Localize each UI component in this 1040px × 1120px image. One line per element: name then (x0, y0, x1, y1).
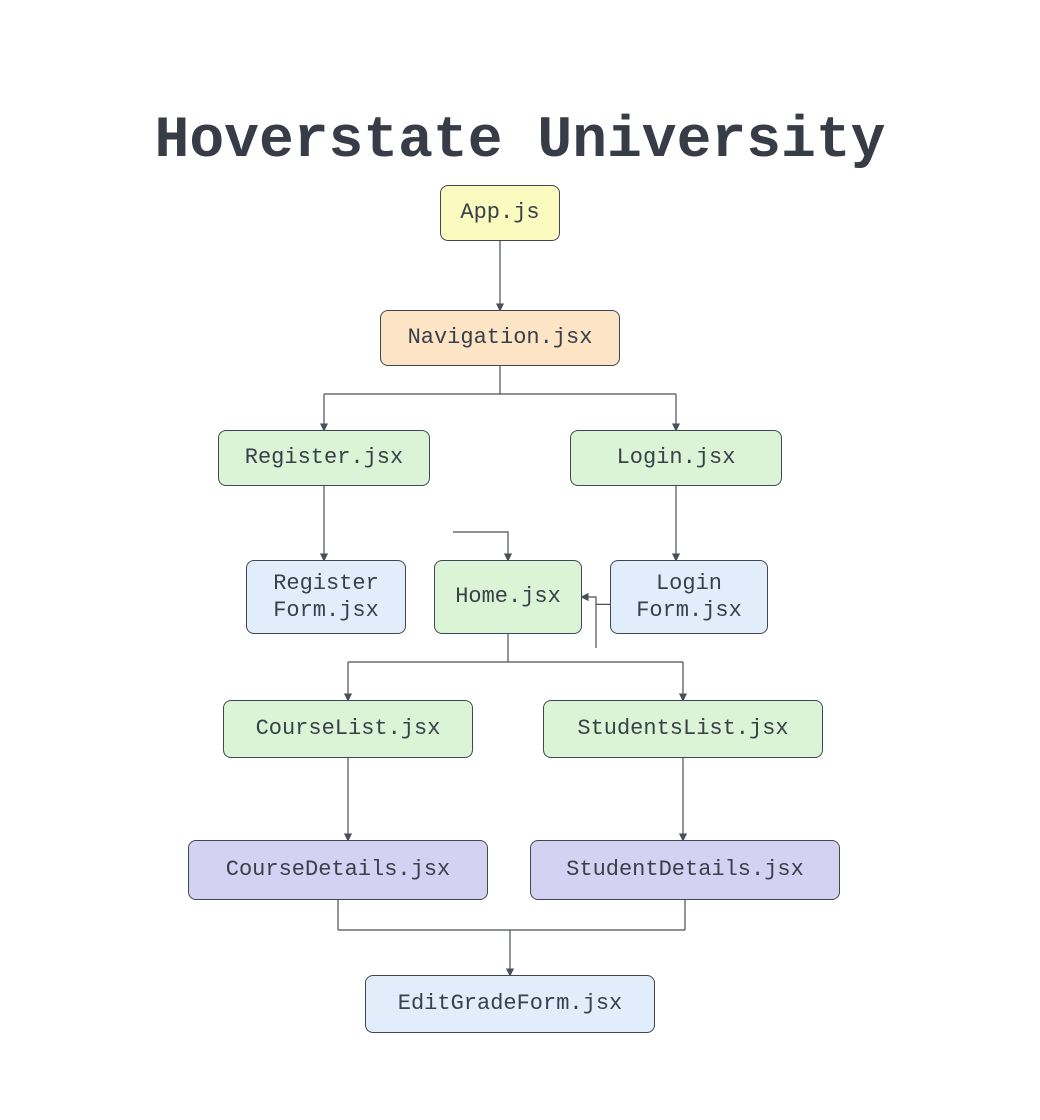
node-studentdetails: StudentDetails.jsx (530, 840, 840, 900)
node-loginform: Login Form.jsx (610, 560, 768, 634)
node-courselist: CourseList.jsx (223, 700, 473, 758)
page-title: Hoverstate University (0, 109, 1040, 174)
node-coursedetails: CourseDetails.jsx (188, 840, 488, 900)
node-registerform: Register Form.jsx (246, 560, 406, 634)
node-home: Home.jsx (434, 560, 582, 634)
node-app: App.js (440, 185, 560, 241)
node-studentslist: StudentsList.jsx (543, 700, 823, 758)
node-editgradeform: EditGradeForm.jsx (365, 975, 655, 1033)
diagram-canvas: { "title": { "text": "Hoverstate Univers… (0, 0, 1040, 1120)
node-register: Register.jsx (218, 430, 430, 486)
node-navigation: Navigation.jsx (380, 310, 620, 366)
node-login: Login.jsx (570, 430, 782, 486)
